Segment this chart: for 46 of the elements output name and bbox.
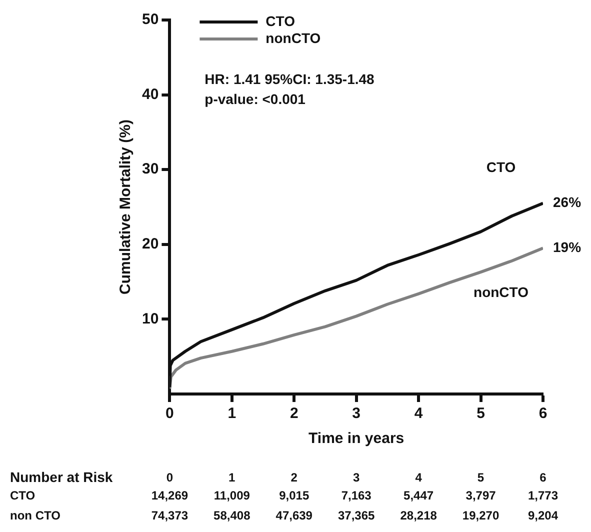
text: 3 [352,405,361,422]
y-tick-label: 40 [142,86,159,103]
text: 5,447 [404,488,434,502]
x-tick-label: 1 [228,470,236,484]
text: 58,408 [214,508,251,522]
text: 9,015 [279,488,310,502]
text: 6 [538,405,548,422]
y-tick-label: 50 [142,11,159,28]
x-tick-label: 0 [166,470,174,484]
annotation: HR: 1.41 95%CI: 1.35-1.48 [204,70,375,87]
text: 14,269 [151,488,188,502]
text: 47,639 [276,508,313,522]
text: 5 [476,405,485,422]
text: 19,270 [462,508,500,522]
text: CTO [10,488,36,502]
text: 2 [290,405,298,422]
text: non CTO [10,508,60,522]
y-tick-label: 30 [142,160,159,178]
x-tick-label: 3 [353,470,360,484]
legend-label: CTO [266,12,296,29]
x-tick-label: 6 [540,470,547,484]
text: 9,204 [528,508,558,522]
y-axis-title: Cumulative Mortality (%) [117,119,134,295]
text: 74,373 [151,508,188,522]
legend-label: nonCTO [266,30,321,46]
annotation: p-value: <0.001 [204,90,306,107]
text: 0 [166,405,174,422]
text: 1 [228,405,236,422]
text: 11,009 [214,488,250,502]
text: 37,365 [338,508,376,522]
text: 1,773 [528,488,558,502]
text: 28,218 [400,508,438,522]
y-tick-label: 20 [142,236,159,253]
text: nonCTO [474,284,528,300]
y-tick-label: 10 [142,310,159,328]
data-label: 19% [553,239,582,255]
x-tick-label: 4 [415,470,422,484]
x-axis-title: Time in years [308,430,404,448]
text: Number at Risk [10,468,113,485]
data-label: 26% [553,194,582,210]
x-tick-label: 2 [290,470,298,484]
text: CTO [486,159,516,176]
text: 7,163 [341,488,372,502]
x-tick-label: 5 [477,470,484,484]
text: 4 [414,405,424,422]
text: 3,797 [466,488,496,502]
